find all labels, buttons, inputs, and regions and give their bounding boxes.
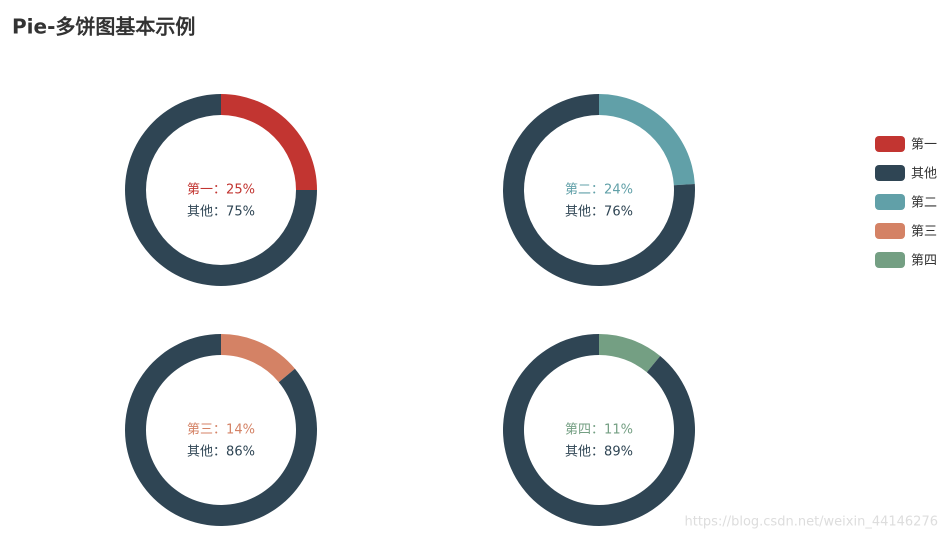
legend-label: 第一 [911,138,937,153]
pie-slice [221,94,317,190]
center-label: 第四：11% [565,423,633,438]
legend-swatch [875,223,905,239]
legend-swatch [875,165,905,181]
center-label: 第一：25% [187,183,255,198]
watermark: https://blog.csdn.net/weixin_44146276 [684,515,938,530]
pie-slice [599,94,695,186]
legend-label: 第四 [911,254,937,269]
legend-swatch [875,252,905,268]
pie-slice [599,334,661,373]
legend-swatch [875,194,905,210]
pie-slice [221,334,295,383]
legend-label: 第二 [911,196,937,211]
center-label: 第二：24% [565,183,633,198]
center-label: 其他：86% [187,445,255,460]
center-label: 其他：76% [565,205,633,220]
center-label: 其他：75% [187,205,255,220]
center-label: 第三：14% [187,423,255,438]
chart-title: Pie-多饼图基本示例 [12,15,195,39]
legend-label: 第三 [911,225,937,240]
legend-label: 其他 [911,167,937,182]
legend-swatch [875,136,905,152]
center-label: 其他：89% [565,445,633,460]
